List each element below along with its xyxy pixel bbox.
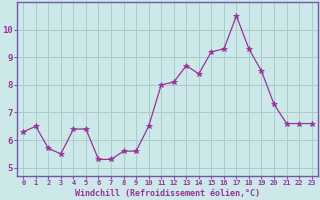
X-axis label: Windchill (Refroidissement éolien,°C): Windchill (Refroidissement éolien,°C) bbox=[75, 189, 260, 198]
